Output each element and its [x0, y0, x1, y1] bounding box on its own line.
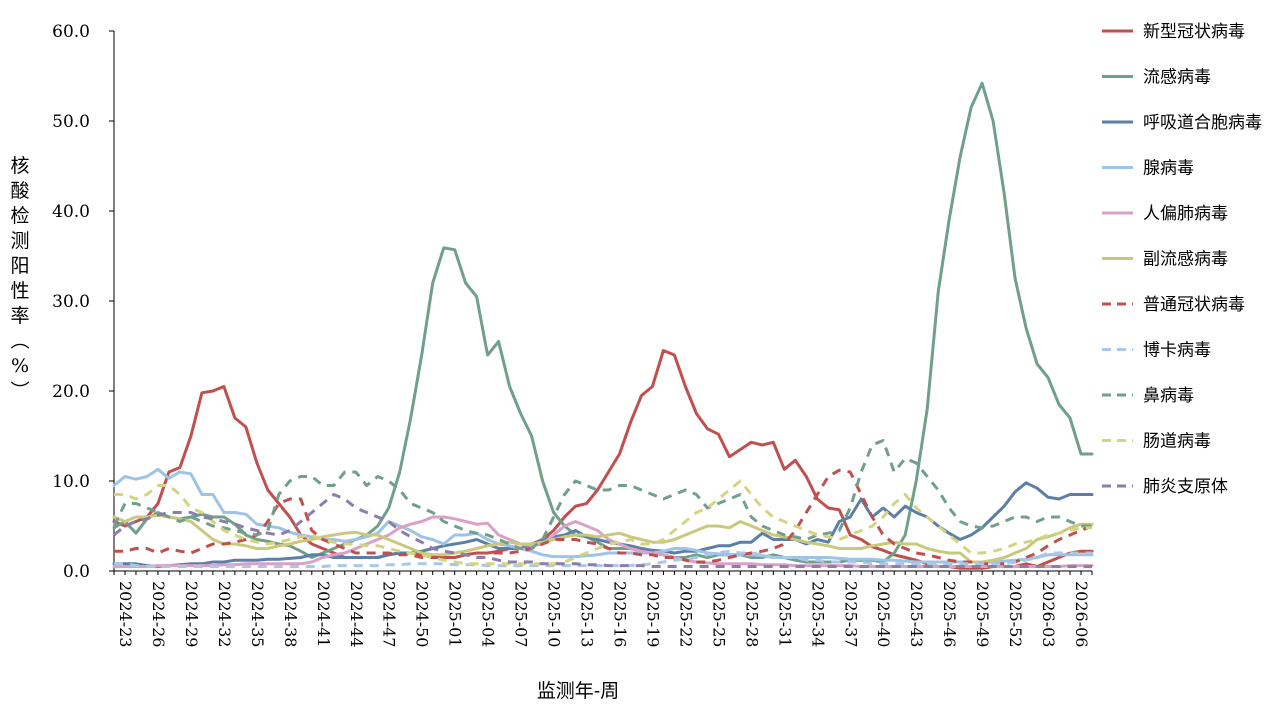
- y-tick-label: 30.0: [52, 292, 90, 312]
- x-tick-label: 2026-06: [1072, 581, 1091, 647]
- series-line-9: [114, 479, 1092, 566]
- legend: 新型冠状病毒流感病毒呼吸道合胞病毒腺病毒人偏肺病毒副流感病毒普通冠状病毒博卡病毒…: [1102, 22, 1262, 497]
- legend-label: 新型冠状病毒: [1143, 22, 1245, 42]
- y-axis-title-char: 率: [10, 305, 29, 327]
- x-tick-label: 2025-43: [907, 581, 926, 647]
- y-axis-title-char: 核: [10, 155, 29, 177]
- series-line-7: [114, 549, 1092, 568]
- x-tick-label: 2025-31: [775, 581, 794, 647]
- legend-label: 呼吸道合胞病毒: [1143, 113, 1262, 133]
- x-tick-label: 2025-13: [578, 581, 597, 647]
- series-line-3: [112, 467, 1094, 564]
- x-tick-label: 2025-25: [709, 581, 728, 647]
- y-tick-label: 40.0: [52, 202, 90, 222]
- legend-label: 博卡病毒: [1143, 341, 1211, 361]
- x-tick-label: 2025-01: [446, 581, 465, 647]
- x-tick-label: 2025-37: [841, 581, 860, 647]
- x-tick-label: 2025-16: [610, 581, 629, 647]
- series-lines: [112, 81, 1094, 570]
- y-tick-label: 50.0: [52, 112, 90, 132]
- y-tick-label: 0.0: [63, 562, 90, 582]
- y-axis-title-char: 测: [10, 230, 29, 252]
- x-tick-label: 2025-40: [874, 581, 893, 647]
- x-tick-label: 2025-28: [742, 581, 761, 647]
- legend-label: 副流感病毒: [1143, 250, 1228, 270]
- x-axis-title: 监测年-周: [537, 680, 619, 702]
- y-tick-label: 10.0: [52, 472, 90, 492]
- x-tick-label: 2025-22: [676, 581, 695, 647]
- y-axis-title-char: %: [11, 355, 29, 377]
- x-tick-label: 2024-47: [380, 581, 399, 647]
- legend-label: 肠道病毒: [1143, 432, 1211, 452]
- y-axis-title-char: 性: [10, 280, 29, 302]
- series-line-5: [112, 513, 1094, 564]
- legend-label: 人偏肺病毒: [1143, 204, 1228, 224]
- x-tick-label: 2024-29: [182, 581, 201, 647]
- x-tick-label: 2024-44: [347, 581, 366, 647]
- y-tick-label: 20.0: [52, 382, 90, 402]
- x-tick-label: 2025-07: [512, 581, 531, 647]
- x-tick-label: 2025-46: [940, 581, 959, 647]
- series-line-8: [112, 439, 1092, 550]
- x-tick-label: 2024-23: [116, 581, 135, 647]
- legend-label: 普通冠状病毒: [1143, 295, 1245, 315]
- x-tick-label: 2025-52: [1006, 581, 1025, 647]
- legend-label: 鼻病毒: [1143, 386, 1194, 406]
- y-axis-title-char: 检: [10, 205, 29, 227]
- legend-label: 腺病毒: [1143, 159, 1194, 179]
- x-tick-label: 2024-35: [248, 581, 267, 647]
- x-tick-label: 2025-34: [808, 581, 827, 647]
- y-axis-title-char: ）: [8, 380, 30, 399]
- y-axis: 0.0 10.0 20.0 30.0 40.0 50.0 60.0: [52, 22, 115, 582]
- y-axis-title-char: 酸: [10, 180, 29, 202]
- y-axis-title-char: 阳: [10, 255, 29, 277]
- legend-label: 流感病毒: [1143, 68, 1211, 88]
- x-tick-label: 2024-26: [149, 581, 168, 647]
- x-tick-label: 2025-49: [973, 581, 992, 647]
- x-tick-label: 2024-38: [281, 581, 300, 647]
- x-axis: 2024-23 2024-26 2024-29 2024-32 2024-35 2024-…: [113, 570, 1093, 647]
- y-tick-label: 60.0: [52, 22, 90, 42]
- x-tick-label: 2024-50: [413, 581, 432, 647]
- x-tick-label: 2025-04: [479, 581, 498, 647]
- x-tick-label: 2024-41: [314, 581, 333, 647]
- x-tick-label: 2025-19: [643, 581, 662, 647]
- y-axis-title-char: （: [8, 330, 30, 349]
- legend-label: 肺炎支原体: [1143, 477, 1228, 497]
- x-tick-label: 2026-03: [1039, 581, 1058, 647]
- series-line-10: [113, 493, 1092, 568]
- x-tick-label: 2024-32: [215, 581, 234, 647]
- x-tick-label: 2025-10: [545, 581, 564, 647]
